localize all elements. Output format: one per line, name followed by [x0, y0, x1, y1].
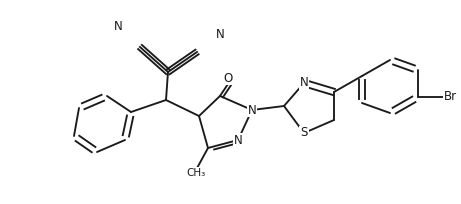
Text: Br: Br	[444, 91, 457, 103]
Text: O: O	[224, 71, 233, 84]
Text: S: S	[300, 126, 307, 140]
Text: N: N	[300, 76, 308, 90]
Text: N: N	[216, 29, 225, 41]
Text: N: N	[113, 20, 122, 33]
Text: N: N	[234, 133, 242, 146]
Text: N: N	[248, 103, 256, 116]
Text: CH₃: CH₃	[186, 168, 206, 178]
